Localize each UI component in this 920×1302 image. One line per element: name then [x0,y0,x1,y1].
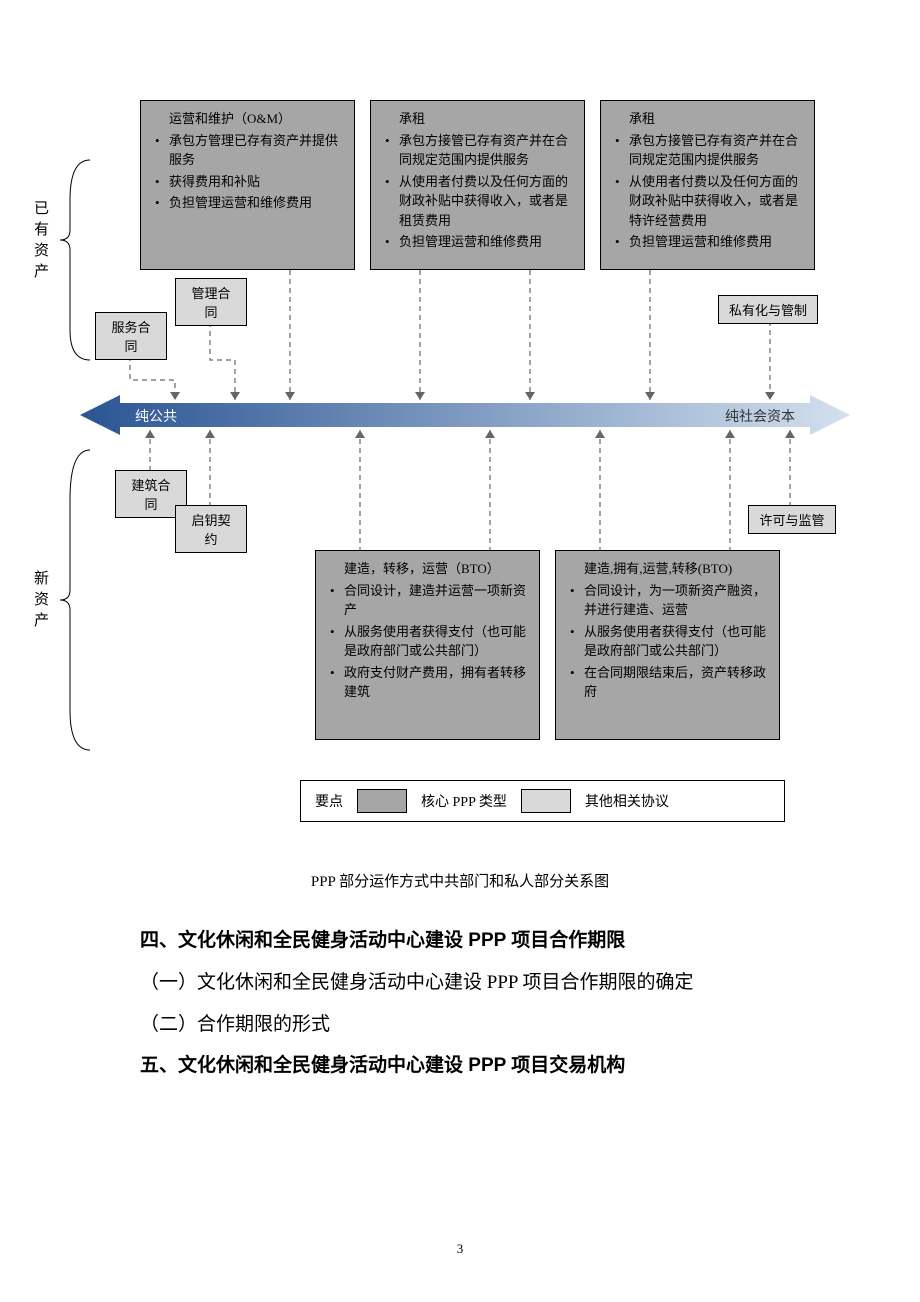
heading-5: 五、文化休闲和全民健身活动中心建设 PPP 项目交易机构 [140,1045,800,1087]
legend-key: 要点 [315,791,343,811]
body-text: 四、文化休闲和全民健身活动中心建设 PPP 项目合作期限 （一）文化休闲和全民健… [140,920,800,1087]
diagram-caption: PPP 部分运作方式中共部门和私人部分关系图 [0,870,920,891]
box-om-title: 运营和维护（O&M） [151,109,344,129]
label-new-assets: 新资产 [30,570,51,633]
para-2: （二）合作期限的形式 [140,1004,800,1046]
swatch-light [521,789,571,813]
small-service-contract: 服务合同 [95,312,167,360]
box-bto2: 建造,拥有,运营,转移(BTO) 合同设计，为一项新资产融资，并进行建造、运营 … [555,550,780,740]
ppp-diagram: 已有资产 新资产 [60,100,870,880]
para-1: （一）文化休闲和全民健身活动中心建设 PPP 项目合作期限的确定 [140,962,800,1004]
small-turnkey: 启钥契约 [175,505,247,553]
small-license: 许可与监管 [748,505,836,534]
legend-other: 其他相关协议 [585,791,669,811]
arrow-right-label: 纯社会资本 [725,406,795,426]
box-lease1: 承租 承包方接管已存有资产并在合同规定范围内提供服务 从使用者付费以及任何方面的… [370,100,585,270]
box-bto1: 建造，转移，运营（BTO） 合同设计，建造并运营一项新资产 从服务使用者获得支付… [315,550,540,740]
spectrum-arrow: 纯公共 纯社会资本 [80,395,850,435]
small-privatize: 私有化与管制 [718,295,818,324]
box-lease2: 承租 承包方接管已存有资产并在合同规定范围内提供服务 从使用者付费以及任何方面的… [600,100,815,270]
legend: 要点 核心 PPP 类型 其他相关协议 [300,780,785,822]
heading-4: 四、文化休闲和全民健身活动中心建设 PPP 项目合作期限 [140,920,800,962]
label-existing-assets: 已有资产 [30,200,51,284]
swatch-dark [357,789,407,813]
arrow-left-label: 纯公共 [135,406,177,426]
legend-core: 核心 PPP 类型 [421,791,507,811]
page-number: 3 [0,1241,920,1257]
box-om: 运营和维护（O&M） 承包方管理已存有资产并提供服务 获得费用和补贴 负担管理运… [140,100,355,270]
small-mgmt-contract: 管理合同 [175,278,247,326]
